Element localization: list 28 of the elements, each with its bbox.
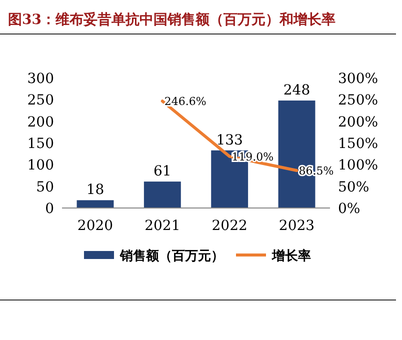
y-tick-label: 150: [27, 136, 54, 152]
data-label: 18: [86, 182, 104, 198]
y2-tick-label: 50%: [338, 179, 370, 196]
y-tick-label: 100: [27, 158, 54, 174]
y2-tick-label: 200%: [338, 114, 378, 130]
bar: [144, 182, 181, 208]
x-tick-label: 2021: [144, 218, 180, 234]
data-label: 246.6%: [164, 95, 206, 108]
legend-label: 销售额（百万元）: [119, 248, 224, 264]
y-tick-label: 200: [27, 114, 54, 130]
x-tick-label: 2020: [77, 218, 114, 234]
y2-tick-label: 100%: [338, 158, 378, 174]
y2-tick-label: 300%: [338, 71, 378, 87]
x-tick-label: 2022: [212, 218, 248, 234]
legend-label: 增长率: [271, 248, 311, 264]
y2-tick-label: 0%: [338, 201, 360, 217]
y2-tick-label: 150%: [338, 136, 378, 152]
y-tick-label: 250: [27, 92, 54, 109]
y2-tick-label: 250%: [338, 92, 378, 109]
data-label: 248: [283, 82, 310, 99]
data-label: 61: [154, 164, 172, 180]
y-tick-label: 50: [36, 179, 54, 196]
y-tick-label: 0: [45, 201, 54, 217]
y-tick-label: 300: [27, 71, 54, 87]
x-tick-label: 2023: [278, 218, 315, 234]
data-label: 133: [216, 132, 243, 148]
bar: [76, 200, 114, 208]
chart-title: 图33：维布妥昔单抗中国销售额（百万元）和增长率: [8, 11, 336, 28]
